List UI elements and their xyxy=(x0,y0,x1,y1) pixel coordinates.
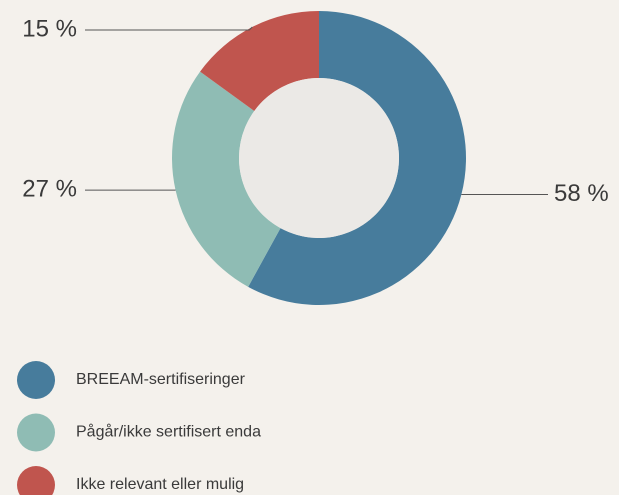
value-label: 15 % xyxy=(22,15,77,42)
donut-hole xyxy=(239,78,399,238)
value-label: 58 % xyxy=(554,180,609,207)
donut-slice xyxy=(172,71,281,287)
legend-label: BREEAM-sertifiseringer xyxy=(76,371,246,388)
legend-label: Ikke relevant eller mulig xyxy=(76,476,244,493)
donut-slice xyxy=(200,11,319,111)
legend-swatch xyxy=(17,413,55,452)
legend-label: Pågår/ikke sertifisert enda xyxy=(76,423,261,441)
legend-swatch xyxy=(17,466,55,495)
value-label: 27 % xyxy=(22,175,77,202)
donut-slice xyxy=(248,11,466,305)
legend-swatch xyxy=(17,361,55,399)
leader-line xyxy=(85,26,253,31)
